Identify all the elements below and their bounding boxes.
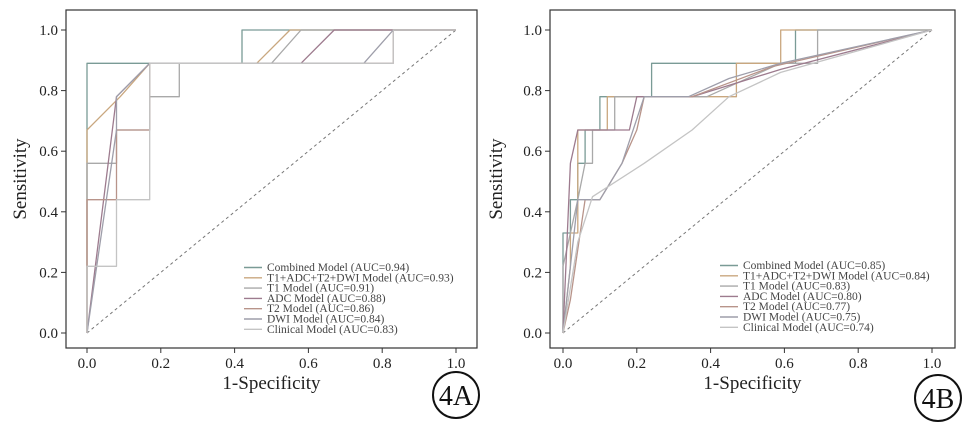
x-axis-title: 1-Specificity [222,373,321,394]
legend-entry-label: DWI Model (AUC=0.84) [267,314,384,326]
legend-entry-label: T1+ADC+T2+DWI Model (AUC=0.93) [267,272,454,284]
legend-entry-label: T1 Model (AUC=0.91) [267,283,374,295]
legend-entry-label: ADC Model (AUC=0.88) [267,293,386,305]
roc-panel-4b: 0.0 0.2 0.4 0.6 0.8 1.0 0.0 0.2 0.4 0.6 0.8 1.0 1-Sp… [486,9,962,422]
y-tick-label: 0.2 [39,265,58,281]
panel-label-circle [914,374,962,422]
roc-panel-4a: 0.0 0.2 0.4 0.6 0.8 1.0 0.0 0.2 0.4 0.6 0.8 1.0 1-Sp… [10,9,480,419]
chance-diagonal-line [86,29,457,334]
y-tick-label: 0.2 [523,265,542,281]
y-tick-label: 1.0 [523,23,542,39]
y-tick-label: 0.8 [523,84,542,100]
panel-label-text: 4A [439,381,474,412]
roc-curve-7 [562,29,933,334]
chance-diagonal-line [562,29,933,334]
x-tick-label: 0.2 [627,356,646,372]
x-tick-label: 0.2 [151,356,170,372]
roc-curve-4 [562,29,933,334]
x-tick-label: 0.8 [849,356,868,372]
x-tick-label: 0.6 [299,356,318,372]
x-tick-label: 1.0 [923,356,942,372]
plot-frame [65,9,478,349]
legend-entry-label: Combined Model (AUC=0.94) [267,262,409,274]
x-tick-label: 0.0 [554,356,573,372]
y-tick-label: 0.0 [523,326,542,342]
x-tick-label: 0.8 [373,356,392,372]
y-tick-label: 0.6 [39,144,58,160]
legend-entry-label: T1+ADC+T2+DWI Model (AUC=0.84) [743,270,930,282]
y-tick-label: 0.0 [39,326,58,342]
x-tick-label: 0.4 [701,356,720,372]
legend-entry-label: ADC Model (AUC=0.80) [743,291,862,303]
y-tick-label: 0.4 [39,205,58,221]
legend-entry-label: Clinical Model (AUC=0.74) [743,322,874,334]
x-tick-label: 1.0 [447,356,466,372]
legend-entry-label: T1 Model (AUC=0.83) [743,281,850,293]
y-tick-label: 1.0 [39,23,58,39]
y-tick-label: 0.4 [523,205,542,221]
legend-entry-label: Combined Model (AUC=0.85) [743,260,885,272]
x-tick-label: 0.0 [78,356,97,372]
legend-entry-label: DWI Model (AUC=0.75) [743,312,860,324]
x-axis-title: 1-Specificity [703,373,802,394]
roc-curve-2 [562,29,932,334]
y-axis-title: Sensitivity [10,138,31,220]
x-tick-label: 0.4 [225,356,244,372]
y-tick-label: 0.8 [39,84,58,100]
x-tick-label: 0.6 [775,356,794,372]
legend-entry-label: T2 Model (AUC=0.86) [267,303,374,315]
panel-label-circle [432,371,480,419]
panel-label-text: 4B [922,384,955,415]
legend-entry-label: Clinical Model (AUC=0.83) [267,324,398,336]
roc-curve-6 [562,29,933,334]
plot-frame [549,9,956,349]
roc-curve-7 [86,29,456,333]
y-tick-label: 0.6 [523,144,542,160]
legend-entry-label: T2 Model (AUC=0.77) [743,301,850,313]
y-axis-title: Sensitivity [486,138,507,220]
roc-curve-5 [562,29,933,334]
